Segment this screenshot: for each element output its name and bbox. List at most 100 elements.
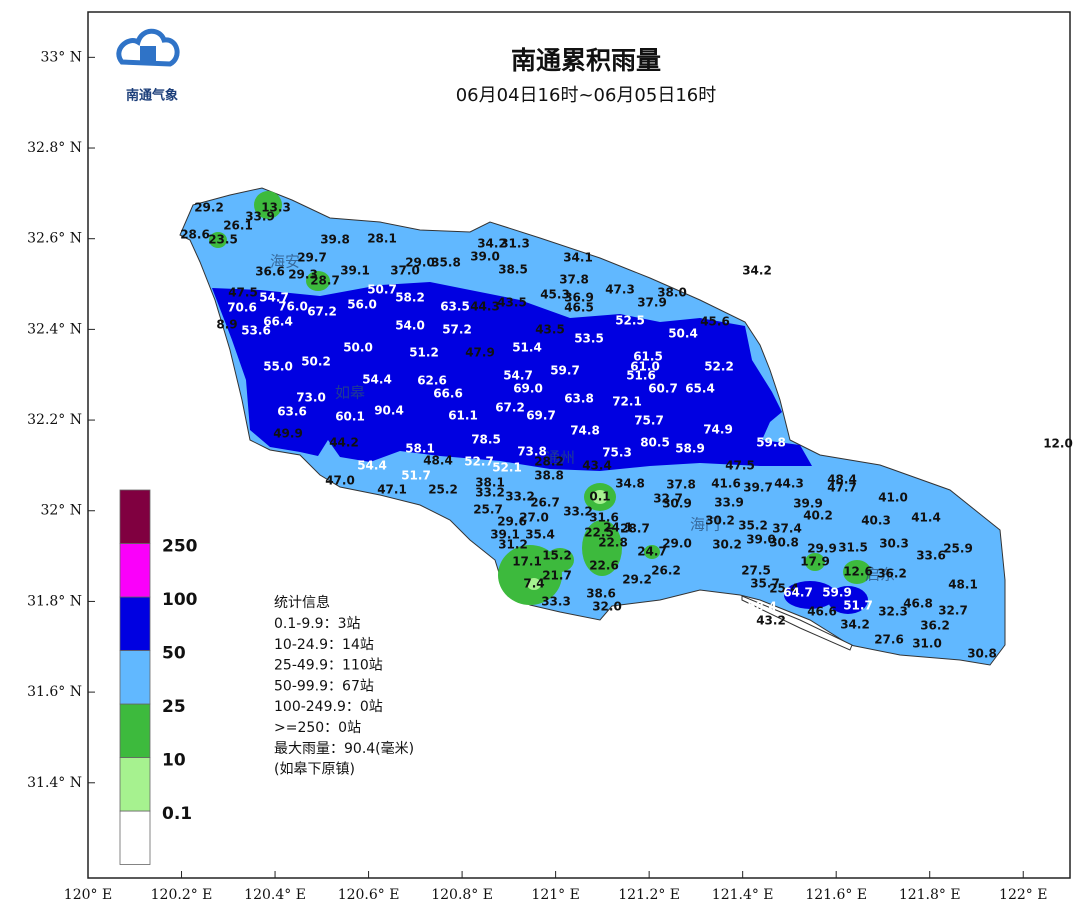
station-value: 21.7 xyxy=(542,569,572,583)
station-value: 72.1 xyxy=(612,395,642,409)
station-value: 36.2 xyxy=(877,567,907,581)
heavy-patch xyxy=(828,586,868,614)
place-name: 如皋 xyxy=(335,384,365,402)
station-value: 46.5 xyxy=(564,301,594,315)
station-value: 34.2 xyxy=(742,264,772,278)
station-value: 30.3 xyxy=(879,537,909,551)
legend-swatch xyxy=(119,489,151,544)
station-value: 29.0 xyxy=(662,537,692,551)
station-value: 55.0 xyxy=(263,360,293,374)
station-value: 47.9 xyxy=(465,346,495,360)
station-value: 38.1 xyxy=(475,476,505,490)
station-value: 39.9 xyxy=(793,497,823,511)
station-value: 40.2 xyxy=(803,509,833,523)
station-value: 51.7 xyxy=(843,599,873,613)
station-value: 26.7 xyxy=(530,496,560,510)
x-tick-label: 121.6° E xyxy=(805,887,867,903)
station-value: 34.8 xyxy=(615,477,645,491)
station-value: 31.2 xyxy=(498,538,528,552)
station-value: 65.4 xyxy=(685,382,715,396)
station-value: 54.7 xyxy=(503,369,533,383)
station-value: 50.4 xyxy=(668,327,698,341)
station-value: 35.2 xyxy=(738,519,768,533)
station-value: 24.7 xyxy=(637,545,667,559)
station-value: 29.6 xyxy=(497,515,527,529)
station-value: 24.1 xyxy=(603,521,633,535)
station-value: 32.3 xyxy=(878,605,908,619)
station-value: 57.2 xyxy=(442,323,472,337)
station-value: 48.4 xyxy=(423,454,453,468)
station-value: 48.4 xyxy=(827,473,857,487)
station-value: 63.8 xyxy=(564,392,594,406)
legend-label: 50 xyxy=(162,644,186,664)
legend-label: 0.1 xyxy=(162,804,192,824)
station-value: 44.3 xyxy=(470,300,500,314)
legend-swatch xyxy=(119,650,151,705)
station-value: 37.8 xyxy=(559,273,589,287)
map-title: 南通累积雨量 xyxy=(511,46,661,75)
station-value: 31.3 xyxy=(500,237,530,251)
station-value: 39.7 xyxy=(743,481,773,495)
station-value: 52.2 xyxy=(704,360,734,374)
station-value: 48.1 xyxy=(948,578,978,592)
station-value: 43.5 xyxy=(535,323,565,337)
station-value: 54.7 xyxy=(259,291,289,305)
station-value: 58.2 xyxy=(395,291,425,305)
x-tick-label: 120° E xyxy=(64,887,112,903)
station-value: 41.0 xyxy=(878,491,908,505)
station-value: 36.2 xyxy=(920,619,950,633)
y-tick-label: 32.2° N xyxy=(27,412,82,428)
station-value: 52.1 xyxy=(492,461,522,475)
station-value: 17.1 xyxy=(512,555,542,569)
station-value: 39.1 xyxy=(340,264,370,278)
legend-label: 10 xyxy=(162,751,186,771)
station-value: 33.6 xyxy=(916,549,946,563)
station-value: 67.2 xyxy=(307,305,337,319)
station-value: 33.2 xyxy=(563,505,593,519)
stats-line: 50-99.9：67站 xyxy=(274,678,374,694)
station-value: 27.0 xyxy=(519,511,549,525)
station-value: 69.7 xyxy=(526,409,556,423)
x-tick-label: 121° E xyxy=(531,887,579,903)
x-tick-label: 120.4° E xyxy=(244,887,306,903)
map-subtitle: 06月04日16时~06月05日16时 xyxy=(456,85,717,106)
station-value: 38.5 xyxy=(498,263,528,277)
station-value: 43.2 xyxy=(756,614,786,628)
legend-swatch xyxy=(119,757,151,812)
stats-line: >=250：0站 xyxy=(274,720,361,736)
x-tick-label: 120.2° E xyxy=(151,887,213,903)
station-value: 66.6 xyxy=(433,387,463,401)
place-name: 海安 xyxy=(270,253,300,271)
station-value: 12.6 xyxy=(843,565,873,579)
stats-line: 0.1-9.9：3站 xyxy=(274,616,361,632)
station-value: 47.1 xyxy=(377,483,407,497)
station-value: 78.5 xyxy=(471,433,501,447)
station-value: 39.0 xyxy=(470,250,500,264)
station-value: 61.1 xyxy=(448,409,478,423)
station-value: 28.2 xyxy=(534,455,564,469)
station-value: 41.4 xyxy=(911,511,941,525)
legend-swatch xyxy=(119,543,151,598)
station-value: 73.8 xyxy=(517,445,547,459)
y-tick-label: 32° N xyxy=(40,503,82,519)
station-value: 35.4 xyxy=(525,528,555,542)
station-value: 25.9 xyxy=(943,542,973,556)
station-value: 31.0 xyxy=(912,637,942,651)
station-value: 7.4 xyxy=(523,577,544,591)
station-value: 64.7 xyxy=(783,586,813,600)
station-value: 50.0 xyxy=(343,341,373,355)
station-value: 43.5 xyxy=(497,296,527,310)
x-tick-label: 121.8° E xyxy=(899,887,961,903)
station-value: 38.0 xyxy=(657,286,687,300)
station-value: 31.6 xyxy=(589,511,619,525)
y-tick-label: 31.4° N xyxy=(27,775,82,791)
station-value: 27.6 xyxy=(874,633,904,647)
station-value: 22.6 xyxy=(589,559,619,573)
station-value: 34.1 xyxy=(563,251,593,265)
legend-label: 100 xyxy=(162,590,198,610)
station-value: 29.2 xyxy=(622,573,652,587)
station-value: 56.0 xyxy=(347,298,377,312)
light-patch xyxy=(592,490,608,504)
station-value: 47.7 xyxy=(827,481,857,495)
